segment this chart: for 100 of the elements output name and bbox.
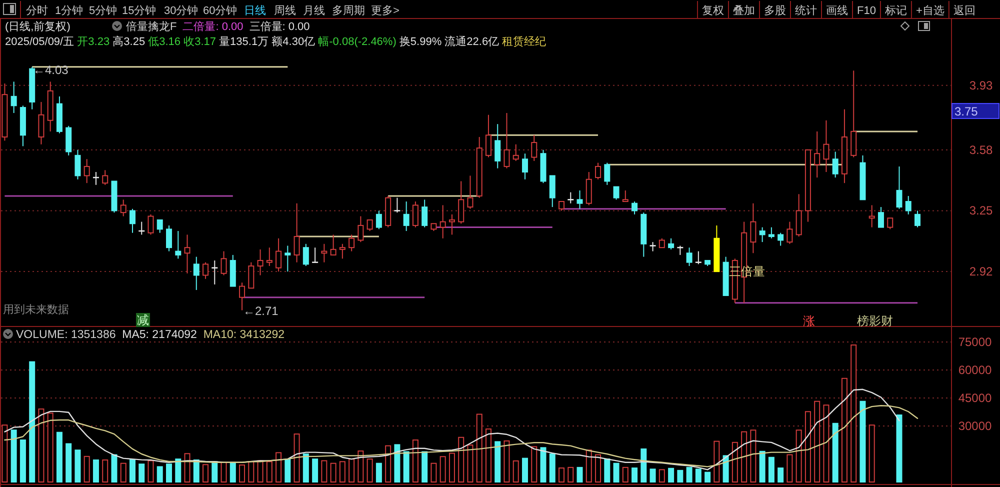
bar — [750, 430, 756, 482]
annotation: 涨 — [803, 314, 815, 328]
candlestick — [330, 234, 336, 256]
candlestick — [220, 250, 227, 276]
bar — [276, 452, 282, 482]
annotation: 二倍量: 0.00 — [182, 20, 244, 33]
bar — [29, 361, 36, 482]
bar — [677, 470, 684, 482]
bar — [312, 458, 318, 482]
bar — [366, 458, 373, 482]
candlestick — [868, 204, 875, 228]
annotation: 减 — [137, 313, 149, 327]
bar — [448, 452, 455, 482]
candlestick — [257, 248, 264, 276]
y-tick-label: 75000 — [958, 335, 992, 349]
bar — [485, 428, 492, 482]
line-series — [4, 405, 918, 468]
bar — [768, 456, 774, 482]
bar — [10, 430, 17, 482]
bar — [522, 458, 528, 482]
candlestick — [294, 202, 300, 263]
candlestick — [759, 226, 766, 243]
candlestick — [102, 170, 108, 186]
bar — [166, 464, 172, 482]
candlestick — [613, 186, 620, 200]
bar — [403, 451, 410, 482]
text: 5分钟 — [89, 5, 118, 17]
candlestick — [202, 262, 209, 280]
text: 叠加 — [733, 4, 755, 17]
bar — [650, 468, 656, 482]
candlestick — [193, 256, 200, 290]
candlestick — [66, 125, 72, 156]
text: 1分钟 — [55, 5, 84, 17]
bar — [138, 464, 145, 482]
text: +自选 — [916, 4, 944, 17]
candlestick — [376, 210, 382, 230]
bar — [741, 431, 748, 482]
text: 统计 — [795, 4, 817, 17]
bar — [850, 344, 857, 482]
bar — [896, 414, 902, 482]
candlestick — [394, 197, 401, 214]
text: 月线 — [303, 4, 325, 17]
bar — [385, 445, 392, 482]
bar — [348, 458, 355, 482]
candlestick — [887, 218, 894, 230]
annotation: 榜影财 — [857, 314, 893, 328]
y-tick-label: 60000 — [958, 363, 992, 377]
text: 画线 — [826, 4, 848, 17]
candlestick — [440, 204, 446, 239]
bar — [66, 443, 72, 482]
bar — [38, 408, 44, 482]
candlestick — [302, 243, 309, 267]
bar — [686, 466, 692, 482]
bar — [111, 454, 118, 482]
text: F10 — [857, 5, 876, 17]
bar — [175, 458, 182, 482]
candlestick — [522, 153, 528, 180]
bar — [248, 461, 254, 482]
candlestick — [914, 210, 920, 228]
candlestick — [768, 226, 774, 239]
bar — [814, 400, 820, 482]
bar — [284, 458, 291, 482]
line-series — [4, 388, 900, 470]
text: 15分钟 — [122, 5, 156, 17]
bar — [704, 472, 711, 482]
text: 60分钟 — [203, 5, 238, 17]
bar — [804, 411, 811, 482]
bar — [860, 400, 866, 482]
candlestick — [878, 206, 884, 228]
bar — [120, 462, 126, 482]
bar — [778, 468, 784, 482]
chart-title: VOLUME: 1351386 MA5: 2174092 MA10: 3413292 — [16, 329, 285, 341]
bar — [148, 460, 154, 482]
candlestick — [422, 199, 428, 228]
bar — [576, 466, 583, 482]
candlestick — [175, 230, 182, 260]
candlestick — [403, 200, 410, 232]
candlestick — [74, 149, 81, 180]
text: 复权 — [702, 5, 724, 17]
bar — [568, 466, 574, 482]
candlestick — [694, 250, 702, 265]
bar — [467, 444, 474, 482]
annotation: ←2.71 — [243, 304, 279, 318]
text: 标记 — [884, 5, 907, 17]
annotation: 用到未来数据 — [3, 303, 69, 316]
candlestick — [485, 114, 492, 158]
bar — [759, 450, 766, 482]
candlestick — [823, 120, 830, 172]
bar — [156, 466, 163, 482]
bar — [47, 412, 54, 482]
candlestick — [658, 238, 665, 248]
candlestick — [129, 208, 136, 234]
bar — [321, 460, 328, 482]
text: 日线 — [244, 4, 266, 17]
candlestick — [622, 190, 628, 202]
candlestick — [832, 151, 838, 178]
bar — [230, 462, 236, 482]
bar — [722, 455, 729, 482]
candlestick — [84, 158, 90, 184]
y-tick-label: 3.58 — [969, 142, 993, 157]
